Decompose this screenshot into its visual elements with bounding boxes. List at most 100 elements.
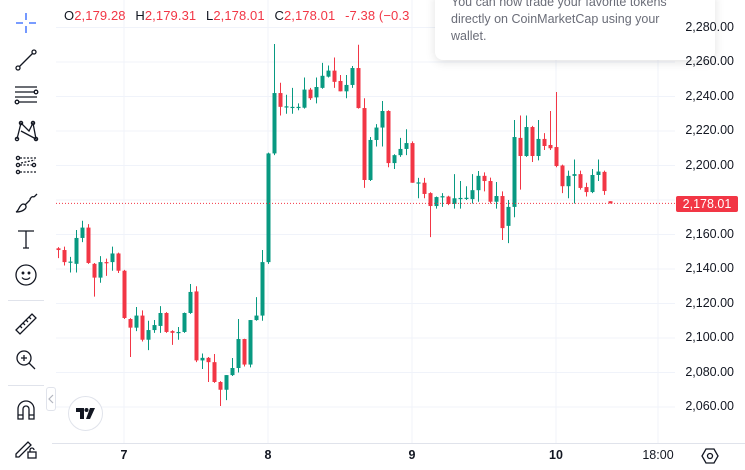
candle <box>116 252 121 273</box>
candle-body <box>536 138 541 157</box>
time-axis-label: 9 <box>408 448 416 462</box>
candle <box>380 100 385 147</box>
open-value: 2,179.28 <box>74 8 126 23</box>
low-key: L <box>205 8 214 23</box>
candle <box>512 119 517 218</box>
candle <box>572 159 577 204</box>
collapse-toolbar-button[interactable] <box>46 387 56 411</box>
change-value: -7.38 (−0.3 <box>345 8 410 23</box>
candle <box>62 246 67 266</box>
candle <box>314 77 319 104</box>
candle <box>470 174 475 204</box>
forecast-tool[interactable] <box>8 150 44 180</box>
candle-body <box>278 93 283 107</box>
candle-body <box>566 175 571 187</box>
candle <box>254 297 259 321</box>
candle <box>326 65 331 78</box>
low-value: 2,178.01 <box>213 8 265 23</box>
candle <box>92 262 97 297</box>
candle-body <box>590 174 595 193</box>
candle-body <box>506 206 511 226</box>
crosshair-tool[interactable] <box>8 8 44 38</box>
candle <box>506 200 511 244</box>
price-axis-label: 2,120.00 <box>685 295 734 310</box>
candle <box>350 65 355 88</box>
fib-retracement-tool[interactable] <box>8 80 44 110</box>
candle <box>320 62 325 89</box>
zoom-in-tool[interactable] <box>8 345 44 375</box>
candle <box>416 177 421 199</box>
price-axis-label: 2,060.00 <box>685 399 734 413</box>
candle-body <box>422 182 427 194</box>
candle-body <box>398 148 403 156</box>
measure-tool[interactable] <box>8 309 44 339</box>
fib-retracement-icon <box>14 86 39 105</box>
candle <box>536 119 541 161</box>
candle-body <box>110 253 115 263</box>
candle <box>584 182 589 197</box>
candle-body <box>182 312 187 332</box>
candle <box>476 171 481 202</box>
candle <box>188 284 193 314</box>
candle-body <box>254 315 259 321</box>
brush-tool[interactable] <box>8 188 44 218</box>
price-axis-label: 2,100.00 <box>685 330 734 344</box>
chevron-left-icon <box>48 394 54 404</box>
candle-body <box>230 368 235 376</box>
candle <box>260 250 265 321</box>
candle-body <box>326 70 331 77</box>
candle <box>80 220 85 243</box>
tradingview-logo[interactable] <box>68 396 103 431</box>
tradingview-logo-icon <box>75 407 95 419</box>
candle-body <box>152 325 157 331</box>
candle <box>428 192 433 238</box>
candle <box>290 87 295 114</box>
open-key: O <box>64 8 75 23</box>
candle <box>284 94 289 114</box>
candle-body <box>452 198 457 204</box>
text-icon <box>18 230 34 249</box>
candle <box>500 191 505 241</box>
price-axis-label: 2,200.00 <box>685 157 734 172</box>
candle-body <box>140 315 145 340</box>
candle <box>110 246 115 271</box>
candle-body <box>158 312 163 326</box>
candle <box>452 174 457 209</box>
brush-icon <box>15 193 38 213</box>
candle <box>158 306 163 333</box>
candle <box>344 74 349 99</box>
candle <box>200 353 205 370</box>
candle-body <box>194 291 199 361</box>
candle-body <box>206 357 211 363</box>
trend-line-tool[interactable] <box>8 45 44 75</box>
pattern-tool[interactable] <box>8 115 44 145</box>
candle <box>458 181 463 209</box>
candle-body <box>242 339 247 365</box>
text-tool[interactable] <box>8 224 44 254</box>
candle-body <box>392 155 397 164</box>
candle-body <box>446 196 451 204</box>
candle-body <box>104 262 109 264</box>
candle-body <box>80 227 85 238</box>
candle-body <box>164 312 169 332</box>
candle-body <box>578 174 583 188</box>
candle <box>398 137 403 157</box>
candle <box>170 330 175 345</box>
magnet-tool[interactable] <box>8 395 44 425</box>
emoji-tool[interactable] <box>8 260 44 290</box>
price-axis-label: 2,080.00 <box>685 364 734 379</box>
candle <box>410 141 415 183</box>
candle-body <box>542 138 547 147</box>
lock-drawings-tool[interactable] <box>8 432 44 462</box>
trade-tokens-popup[interactable]: You can now trade your favorite tokens d… <box>435 0 715 60</box>
candle <box>332 57 337 88</box>
candle-body <box>380 110 385 128</box>
candle-body <box>176 331 181 334</box>
last-price-label: 2,178.01 <box>676 196 738 212</box>
candle-body <box>338 80 343 92</box>
candle-body <box>494 196 499 202</box>
candle <box>176 326 181 340</box>
candle-body <box>188 291 193 313</box>
chart-settings-icon[interactable] <box>700 446 720 466</box>
